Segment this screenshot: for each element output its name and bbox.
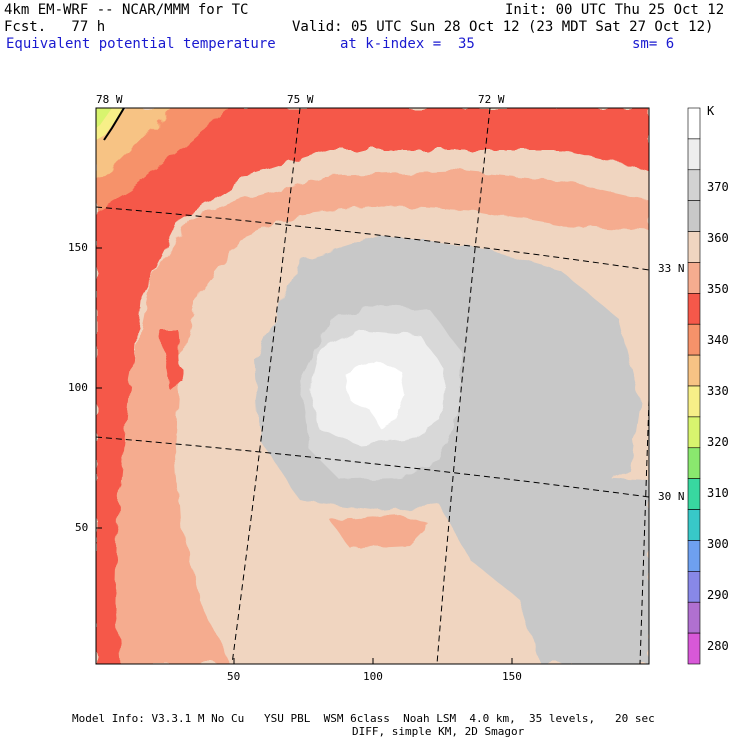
- colorbar-label: 310: [707, 486, 729, 500]
- colorbar-label: 300: [707, 537, 729, 551]
- tick-marks: [96, 247, 513, 664]
- field-white-core: [345, 360, 405, 428]
- colorbar-swatch: [687, 138, 701, 171]
- lat-label-30n: 30 N: [658, 490, 685, 503]
- colorbar-label: 340: [707, 333, 729, 347]
- coastline: [103, 108, 125, 141]
- field-green-corner: [96, 108, 112, 128]
- colorbar-label: 370: [707, 180, 729, 194]
- colorbar-swatch: [687, 231, 701, 263]
- colorbar-swatch: [687, 169, 701, 201]
- field-gray-lowright: [420, 470, 649, 664]
- forecast-hour: Fcst. 77 h: [4, 19, 106, 35]
- lon-label-72w: 72 W: [478, 93, 505, 106]
- colorbar-swatch: [687, 632, 701, 665]
- graticule: [96, 108, 649, 664]
- level-info: at k-index = 35: [340, 36, 475, 52]
- colorbar-swatch: [687, 323, 701, 356]
- field-salmon: [115, 170, 649, 664]
- field-tan-corner: [96, 108, 175, 180]
- colorbar-swatch: [687, 107, 701, 140]
- colorbar-swatch: [687, 354, 701, 387]
- field-salmon-patch: [330, 515, 430, 548]
- colorbar-label: 360: [707, 231, 729, 245]
- colorbar-swatch: [687, 540, 701, 572]
- colorbar-swatch: [687, 447, 701, 479]
- model-info: Model Info: V3.3.1 M No Cu YSU PBL WSM 6…: [72, 712, 655, 725]
- field-name: Equivalent potential temperature: [6, 36, 276, 52]
- init-time: Init: 00 UTC Thu 25 Oct 12: [505, 2, 725, 18]
- lon-line-69w: [639, 399, 649, 664]
- smoothing-info: sm= 6: [632, 36, 675, 52]
- colorbar-label: 330: [707, 384, 729, 398]
- colorbar-unit: K: [707, 104, 715, 118]
- colorbar: [687, 107, 701, 665]
- colorbar-swatch: [687, 262, 701, 294]
- colorbar-swatch: [687, 385, 701, 418]
- colorbar-swatch: [687, 478, 701, 510]
- colorbar-swatch: [687, 293, 701, 325]
- model-title: 4km EM-WRF -- NCAR/MMM for TC: [4, 2, 249, 18]
- colorbar-swatch: [687, 509, 701, 541]
- lon-line-75w: [231, 108, 301, 664]
- field-red-patch: [160, 330, 182, 390]
- y-tick-100: 100: [68, 381, 88, 394]
- colorbar-swatch: [687, 416, 701, 449]
- colorbar-swatch: [687, 601, 701, 634]
- plot-area: [96, 108, 649, 664]
- valid-time: Valid: 05 UTC Sun 28 Oct 12 (23 MDT Sat …: [292, 19, 714, 35]
- x-tick-100: 100: [363, 670, 383, 683]
- colorbar-swatch: [687, 571, 701, 603]
- lon-label-75w: 75 W: [287, 93, 314, 106]
- colorbar-swatch: [687, 200, 701, 232]
- y-tick-150: 150: [68, 241, 88, 254]
- x-tick-50: 50: [227, 670, 241, 683]
- colorbar-label: 350: [707, 282, 729, 296]
- colorbar-label: 320: [707, 435, 729, 449]
- colorbar-label: 290: [707, 588, 729, 602]
- lon-label-78w: 78 W: [96, 93, 123, 106]
- lat-label-33n: 33 N: [658, 262, 685, 275]
- x-tick-150: 150: [502, 670, 522, 683]
- model-info-2: DIFF, simple KM, 2D Smagor: [352, 725, 525, 738]
- y-tick-50: 50: [75, 521, 89, 534]
- colorbar-label: 280: [707, 639, 729, 653]
